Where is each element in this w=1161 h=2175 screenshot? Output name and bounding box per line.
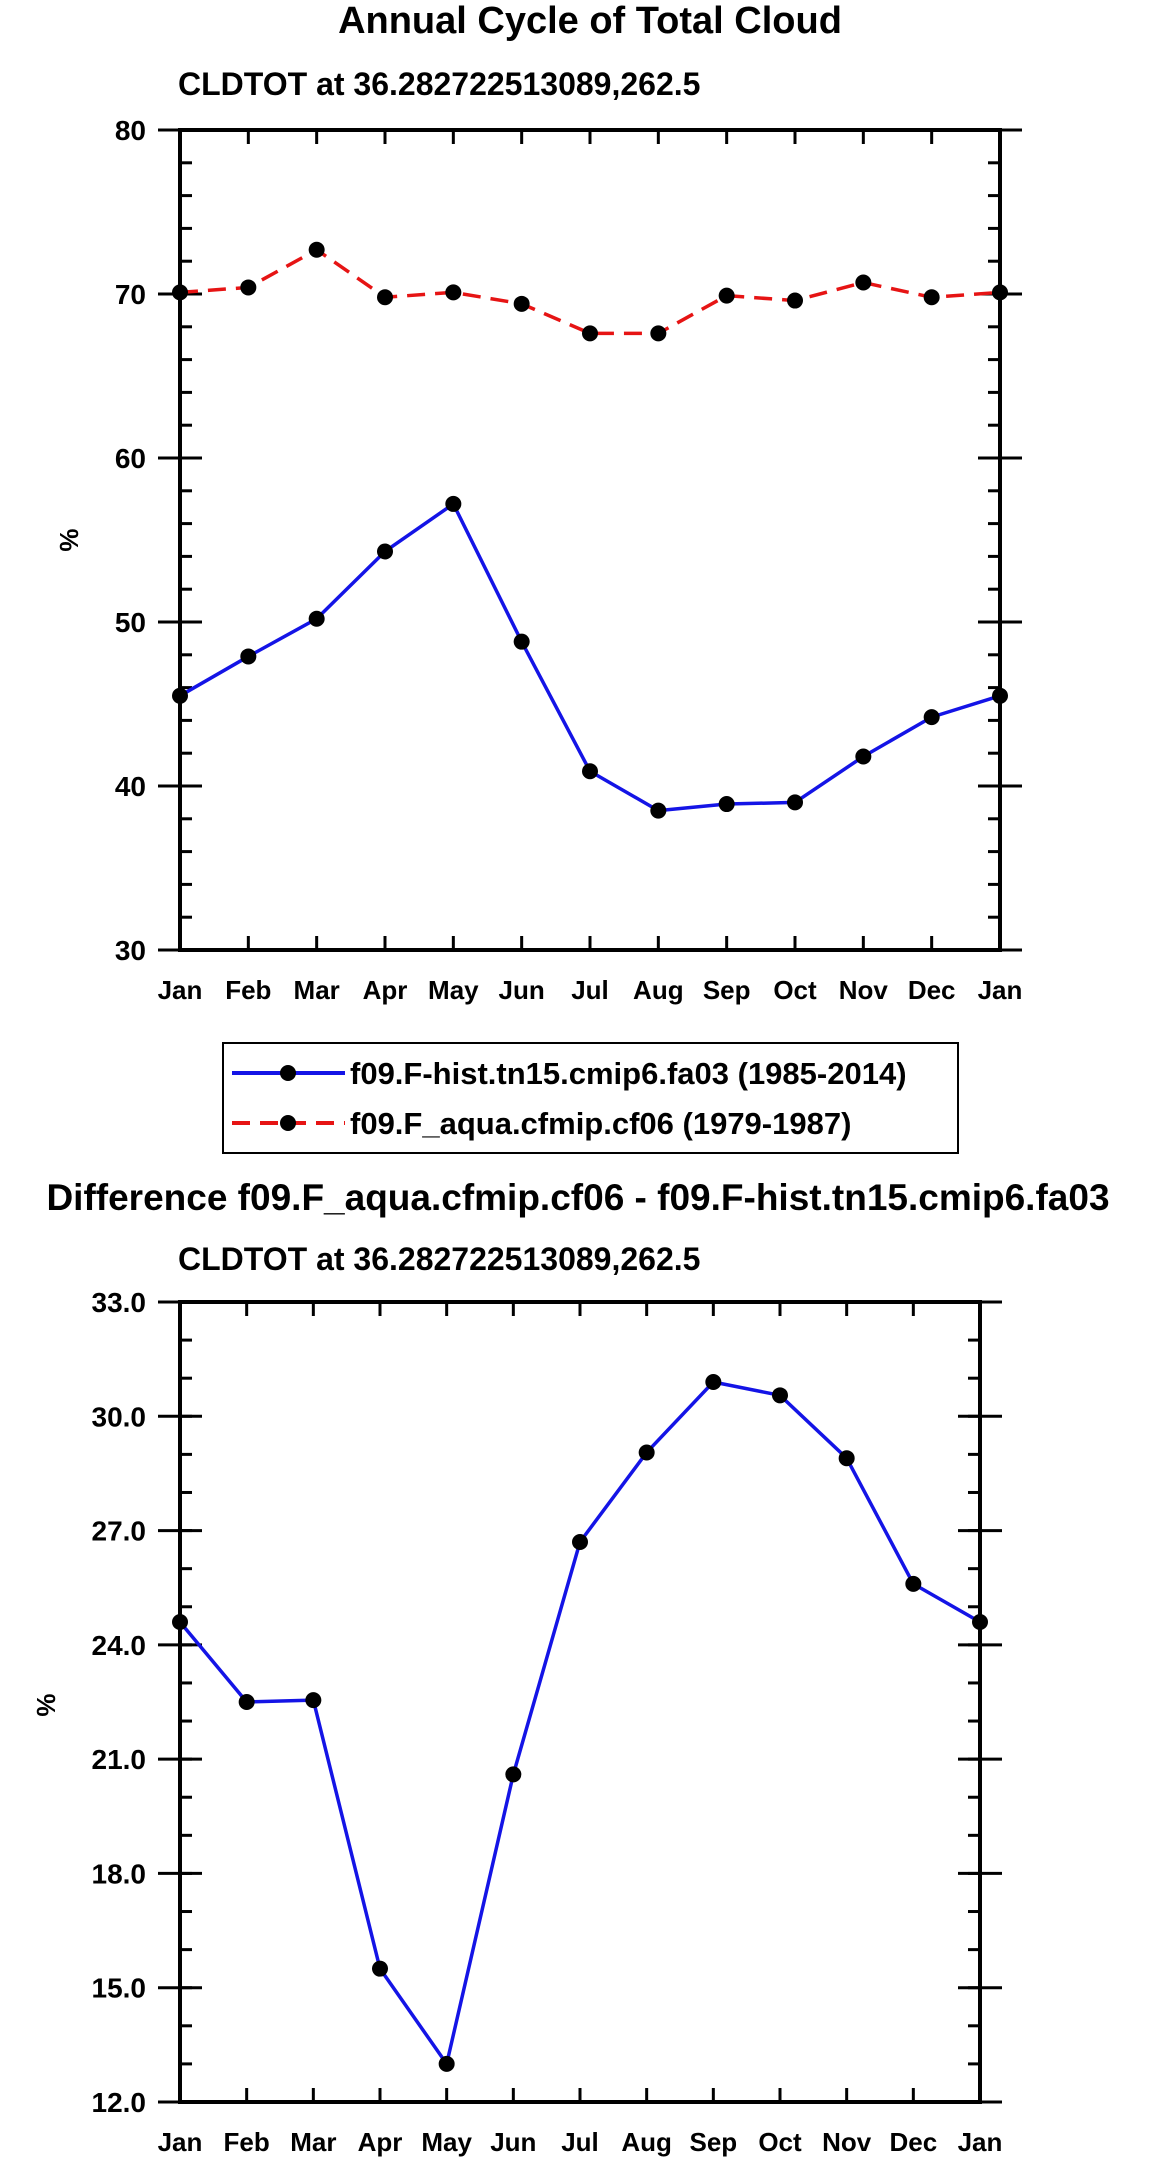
chart2-ytick-label: 30.0: [92, 1401, 147, 1432]
chart2-ytick-label: 27.0: [92, 1516, 147, 1547]
chart2-series-0-point: [372, 1960, 388, 1977]
chart1-ytick-label: 60: [115, 443, 146, 474]
chart1-xtick-label: May: [428, 975, 479, 1005]
chart2-series-0-point: [505, 1766, 522, 1783]
chart1-series-0-point: [513, 633, 530, 650]
chart2-ytick-label: 18.0: [92, 1858, 147, 1889]
chart1-ytick-label: 70: [115, 279, 146, 310]
legend-frame: [222, 1042, 959, 1154]
chart2-series-0-line: [178, 1380, 981, 2066]
chart1-series-1-point: [582, 325, 598, 342]
chart1-series-0-point: [582, 763, 598, 780]
chart2-ytick-label: 15.0: [92, 1973, 147, 2004]
chart2-series-0-point: [305, 1692, 322, 1709]
chart1-series-1-point: [172, 284, 188, 301]
chart2-xtick-label: May: [421, 2127, 472, 2157]
chart1-series-0-point: [445, 495, 462, 512]
chart1-series-1-point: [718, 287, 735, 304]
chart2-xtick-label: Apr: [358, 2127, 403, 2157]
chart2-xtick-label: Dec: [889, 2127, 937, 2157]
chart1-title: Annual Cycle of Total Cloud: [338, 0, 842, 42]
chart1-series-0-point: [855, 748, 872, 765]
chart1-xtick-label: Oct: [773, 975, 817, 1005]
chart1-series-1-point: [240, 279, 257, 296]
chart2-xtick-label: Sep: [689, 2127, 737, 2157]
chart1-series-0-point: [923, 709, 940, 726]
chart1-series-1-point: [513, 295, 530, 312]
chart1-ylabel: %: [54, 528, 84, 551]
chart2-ytick-label: 12.0: [92, 2087, 147, 2118]
chart1-series-1-point: [377, 289, 393, 306]
chart2-xtick-label: Mar: [290, 2127, 336, 2157]
legend-label-series-b: f09.F_aqua.cfmip.cf06 (1979-1987): [350, 1106, 851, 1141]
chart1-xtick-label: Mar: [294, 975, 340, 1005]
chart1-xtick-label: Feb: [225, 975, 271, 1005]
chart2-xtick-label: Aug: [621, 2127, 672, 2157]
chart1-legend: f09.F-hist.tn15.cmip6.fa03 (1985-2014) f…: [222, 1042, 959, 1154]
chart1-xtick-label: Dec: [908, 975, 956, 1005]
chart2-plot: Jan Feb Mar Apr May Jun Jul Aug Sep Oct Nov Dec Jan 1…: [92, 1287, 1003, 2157]
chart2-series-0-point: [972, 1614, 988, 1630]
chart2-xtick-label: Jun: [490, 2127, 536, 2157]
chart1-series-1-point: [787, 292, 803, 309]
chart1-series-1-point: [445, 284, 462, 301]
chart2-xtick-label: Jan: [158, 2127, 203, 2157]
chart1-xtick-label: Aug: [633, 975, 684, 1005]
chart2-series-0-point: [838, 1450, 855, 1467]
chart1-xtick-label: Jan: [978, 975, 1023, 1005]
chart2-series-0-point: [905, 1575, 922, 1592]
chart1-xtick-label: Apr: [363, 975, 408, 1005]
chart1-series-0-point: [377, 543, 393, 560]
chart2-xtick-label: Jul: [561, 2127, 599, 2157]
chart2-series-0-point: [438, 2055, 455, 2072]
chart1-series-0-point: [650, 802, 667, 819]
chart1-series-1-point: [308, 241, 325, 258]
chart2-ytick-label: 21.0: [92, 1744, 147, 1775]
chart1-xtick-label: Jan: [158, 975, 203, 1005]
chart2-series-0-point: [772, 1387, 788, 1404]
chart1-series-1-point: [992, 284, 1008, 301]
chart2-series-0-point: [572, 1534, 588, 1550]
chart2-xtick-label: Oct: [758, 2127, 802, 2157]
chart1-xtick-label: Sep: [703, 975, 751, 1005]
chart1-ytick-label: 50: [115, 607, 146, 638]
chart2-xtick-label: Feb: [224, 2127, 270, 2157]
chart1-ytick-label: 30: [115, 935, 146, 966]
chart2-series-0-point: [638, 1444, 655, 1461]
chart1-plot: Jan Feb Mar Apr May Jun Jul Aug Sep Oct Nov Dec Jan 3…: [115, 115, 1023, 1005]
chart2-series-0-point: [172, 1614, 188, 1630]
chart1-series-0-point: [992, 687, 1008, 704]
chart1-series-1-point: [923, 289, 940, 306]
chart1-series-0-point: [172, 687, 188, 704]
chart2-series-0-point: [705, 1374, 722, 1390]
chart2-ytick-label: 33.0: [92, 1287, 147, 1318]
chart1-series-1-point: [650, 325, 667, 342]
chart1-ytick-label: 40: [115, 771, 146, 802]
chart1-xtick-label: Jul: [571, 975, 609, 1005]
chart2-series-0-point: [238, 1694, 255, 1710]
legend-marker-series-a: [280, 1065, 296, 1081]
chart1-ytick-label: 80: [115, 115, 146, 146]
chart1-xtick-label: Jun: [499, 975, 545, 1005]
chart1-series-0-point: [308, 610, 325, 627]
chart1-series-0-point: [787, 794, 803, 811]
chart2-title: Difference f09.F_aqua.cfmip.cf06 - f09.F…: [46, 1177, 1109, 1218]
chart1-series-1-point: [855, 274, 872, 291]
chart1-subtitle: CLDTOT at 36.282722513089,262.5: [178, 66, 700, 102]
legend-label-series-a: f09.F-hist.tn15.cmip6.fa03 (1985-2014): [350, 1056, 907, 1091]
chart2-ytick-label: 24.0: [92, 1630, 147, 1661]
chart1-series-1-line: [179, 247, 1001, 336]
chart2-xtick-label: Nov: [822, 2127, 872, 2157]
chart1-series-0-point: [718, 796, 735, 813]
chart1-frame: [178, 128, 1002, 952]
legend-marker-series-b: [280, 1115, 296, 1131]
chart2-subtitle: CLDTOT at 36.282722513089,262.5: [178, 1241, 700, 1277]
chart1-xtick-label: Nov: [839, 975, 889, 1005]
chart2-xtick-label: Jan: [958, 2127, 1003, 2157]
chart2-ylabel: %: [31, 1693, 61, 1716]
chart1-series-0-point: [240, 648, 257, 665]
